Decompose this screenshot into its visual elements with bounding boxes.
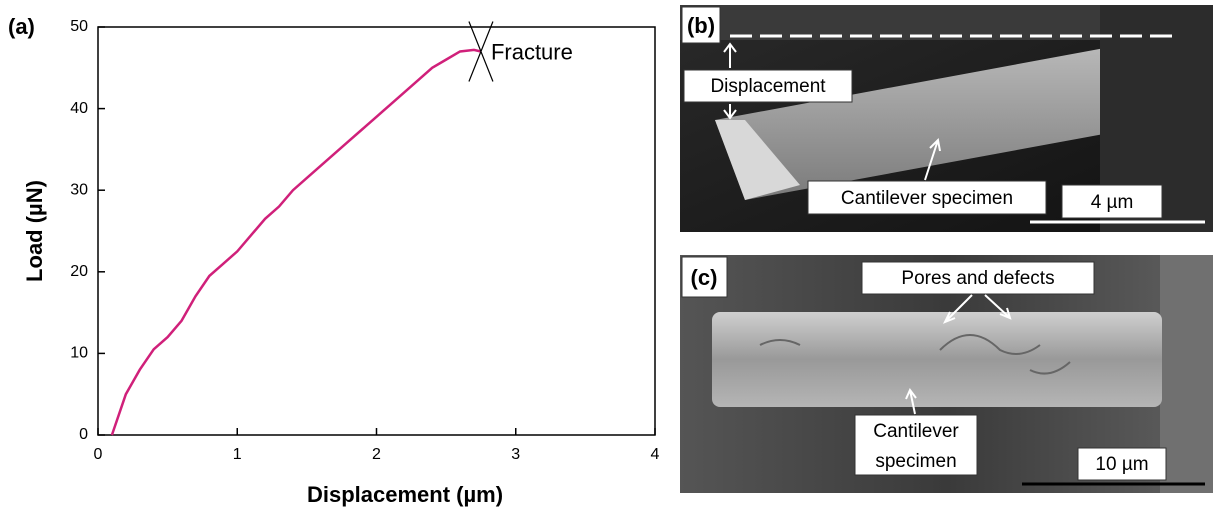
- y-tick-label: 30: [70, 181, 88, 198]
- y-tick-label: 0: [79, 426, 88, 443]
- panel-label: (b): [687, 13, 715, 38]
- line: [112, 50, 481, 435]
- x-tick-label: 4: [651, 446, 660, 463]
- scale-bar-label: 10 µm: [1095, 454, 1148, 475]
- y-axis-title: Load (µN): [22, 180, 47, 282]
- sem-image-b: (b) Displacement Cantilever specimen 4 µ…: [680, 5, 1213, 232]
- x-tick-label: 1: [233, 446, 242, 463]
- x-tick-label: 0: [94, 446, 103, 463]
- sem-image-c: (c) Pores and defects Cantilever specime…: [680, 255, 1213, 493]
- y-tick-label: 10: [70, 345, 88, 362]
- panel-label: (c): [691, 265, 718, 290]
- annotation: Pores and defects: [901, 268, 1054, 289]
- x-tick-label: 3: [511, 446, 520, 463]
- annotation: Cantilever specimen: [841, 188, 1013, 209]
- fracture-marker: [469, 21, 493, 81]
- x-axis-title: Displacement (µm): [307, 482, 503, 507]
- figure: (a) Displacement (µm) Load (µN) 01234010…: [0, 0, 1218, 514]
- x-tick-label: 2: [372, 446, 381, 463]
- panel-label: (a): [8, 14, 35, 39]
- image-region: [1160, 255, 1213, 493]
- y-tick-label: 20: [70, 263, 88, 280]
- annotation: Cantilever: [873, 421, 959, 442]
- annotation: Fracture: [491, 39, 573, 64]
- plot-frame: [98, 27, 655, 435]
- cantilever: [712, 312, 1162, 407]
- y-tick-label: 40: [70, 100, 88, 117]
- scale-bar-label: 4 µm: [1091, 192, 1134, 213]
- y-tick-label: 50: [70, 18, 88, 35]
- annotation: Displacement: [710, 76, 826, 97]
- annotation: specimen: [875, 451, 956, 472]
